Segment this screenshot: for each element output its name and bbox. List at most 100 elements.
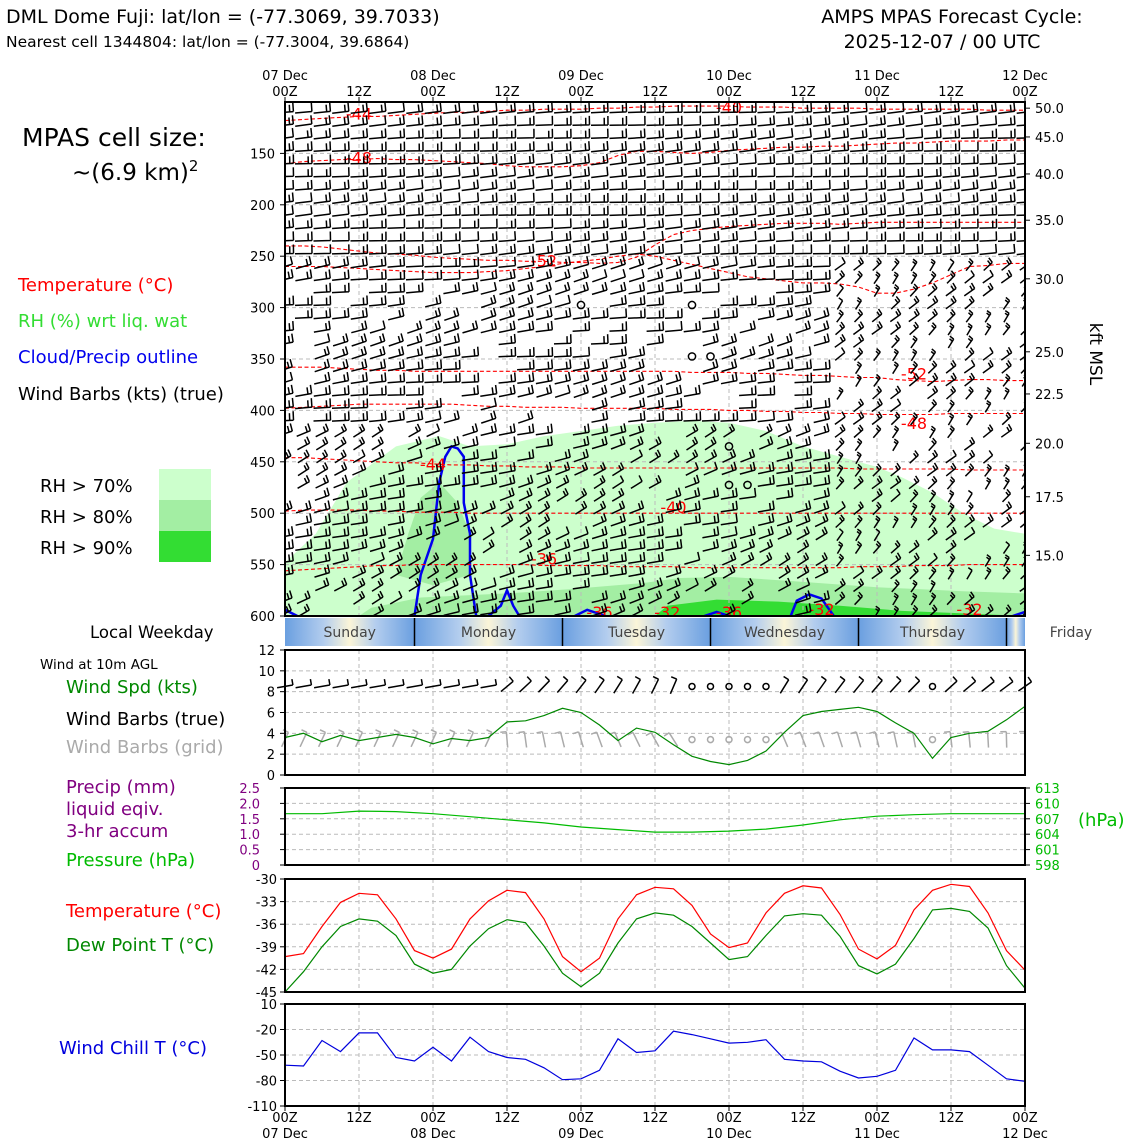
wind-barb <box>721 346 737 360</box>
wind-barb <box>683 384 701 398</box>
wind-barb <box>868 141 887 153</box>
wind-barb <box>609 243 628 256</box>
wind-barb <box>499 487 515 502</box>
wind-barb <box>480 179 498 192</box>
bottom-time-day: 08 Dec <box>410 1127 456 1140</box>
wind-barb <box>942 179 961 192</box>
wind-barb <box>984 463 992 477</box>
wind-barb <box>406 346 424 359</box>
wind-barb <box>683 230 702 243</box>
wind-barb <box>285 359 293 371</box>
wind-barb <box>887 128 905 140</box>
wind-barb <box>853 257 865 271</box>
time-tick-day: 09 Dec <box>558 69 604 84</box>
wind-barb <box>646 128 665 140</box>
wind-barb <box>923 218 942 229</box>
wind-barb <box>332 128 350 140</box>
wind-barb <box>516 128 535 139</box>
wind-barb <box>555 526 570 541</box>
wind-barb <box>572 321 591 332</box>
wind-barb <box>923 154 942 165</box>
wind-barb <box>627 115 646 127</box>
series-line-dew-point-t-c- <box>284 907 1026 993</box>
wind-barb <box>983 257 993 272</box>
wind-barb <box>836 528 844 542</box>
wind-barb <box>479 128 498 139</box>
wind-barb <box>555 474 570 489</box>
wind-barb <box>794 128 812 140</box>
wind-barb <box>388 538 404 553</box>
wind-barb <box>910 258 918 272</box>
wind-barb <box>537 487 551 502</box>
wind-barb <box>554 551 572 565</box>
precip-legend-2: liquid eqiv. <box>66 799 163 820</box>
wind-barb <box>665 256 682 270</box>
wind-barb <box>444 513 460 527</box>
wind-barb <box>909 321 920 336</box>
temp-contour-label: -40 <box>716 98 742 117</box>
surface-barb-true <box>613 675 623 694</box>
wind-barb <box>910 412 918 426</box>
surface-barb-grid <box>554 731 566 748</box>
wind-barb <box>555 461 571 476</box>
surface-barb-grid <box>1000 730 1008 748</box>
bottom-time-hour: 00Z <box>864 1111 890 1126</box>
wind-barbs-legend: Wind Barbs (true) <box>66 709 225 730</box>
wind-barb <box>794 398 813 410</box>
wind-barb <box>553 192 572 204</box>
rh-region-90 <box>655 599 1025 616</box>
wind-barb <box>683 205 702 217</box>
surface-barb-true <box>537 675 551 693</box>
wind-barb <box>498 320 516 334</box>
right-tick-label: 613 <box>1035 782 1060 797</box>
y-tick-label: 1.0 <box>239 828 260 843</box>
wind-barb <box>535 371 553 385</box>
wind-barb <box>628 295 646 307</box>
wind-barb <box>350 372 368 385</box>
wind-barb <box>517 449 535 462</box>
temp-contour-label: -32 <box>808 600 834 619</box>
wind-barb <box>331 167 350 178</box>
wind-barb <box>498 436 516 449</box>
wind-barb <box>664 411 683 422</box>
wind-barb <box>850 205 868 217</box>
wind-barb <box>461 166 480 179</box>
wind-barb <box>572 423 590 436</box>
wind-barb <box>1020 568 1025 580</box>
wind-barb <box>424 397 443 410</box>
wind-barb <box>535 179 554 191</box>
wind-barb <box>1001 411 1012 426</box>
wind-barb <box>591 538 609 552</box>
wind-barb <box>868 218 887 230</box>
wind-barb <box>702 269 720 282</box>
wind-barb <box>961 102 979 115</box>
wind-barb <box>836 386 844 400</box>
wind-barb <box>812 257 831 268</box>
wind-barb <box>776 282 794 294</box>
wind-barb <box>332 333 349 347</box>
wind-barb <box>334 462 348 476</box>
wind-barb <box>1000 423 1013 438</box>
wind-barb <box>813 474 831 488</box>
y-tick-label: 0 <box>267 769 275 784</box>
surface-barb-true <box>944 676 958 693</box>
weekday-segment <box>562 618 711 646</box>
legend-rh: RH (%) wrt liq. wat <box>18 311 187 332</box>
wind-barb <box>350 487 368 501</box>
wind-barb <box>794 141 813 153</box>
wind-barb <box>1016 227 1025 229</box>
wind-barb <box>535 141 554 153</box>
wind-barb <box>285 141 295 152</box>
wind-barb <box>945 449 957 464</box>
wind-barb <box>295 256 312 270</box>
wind-barb <box>646 180 665 191</box>
wind-barb <box>350 179 369 192</box>
temp-contour-label: -44 <box>420 455 446 474</box>
wind-barb <box>313 269 331 282</box>
surface-barb-true <box>650 675 660 694</box>
wind-barb <box>590 115 609 127</box>
wind-barb <box>928 322 937 336</box>
wind-barb <box>443 179 461 192</box>
wind-barb <box>890 565 902 580</box>
wind-barb <box>628 384 645 398</box>
